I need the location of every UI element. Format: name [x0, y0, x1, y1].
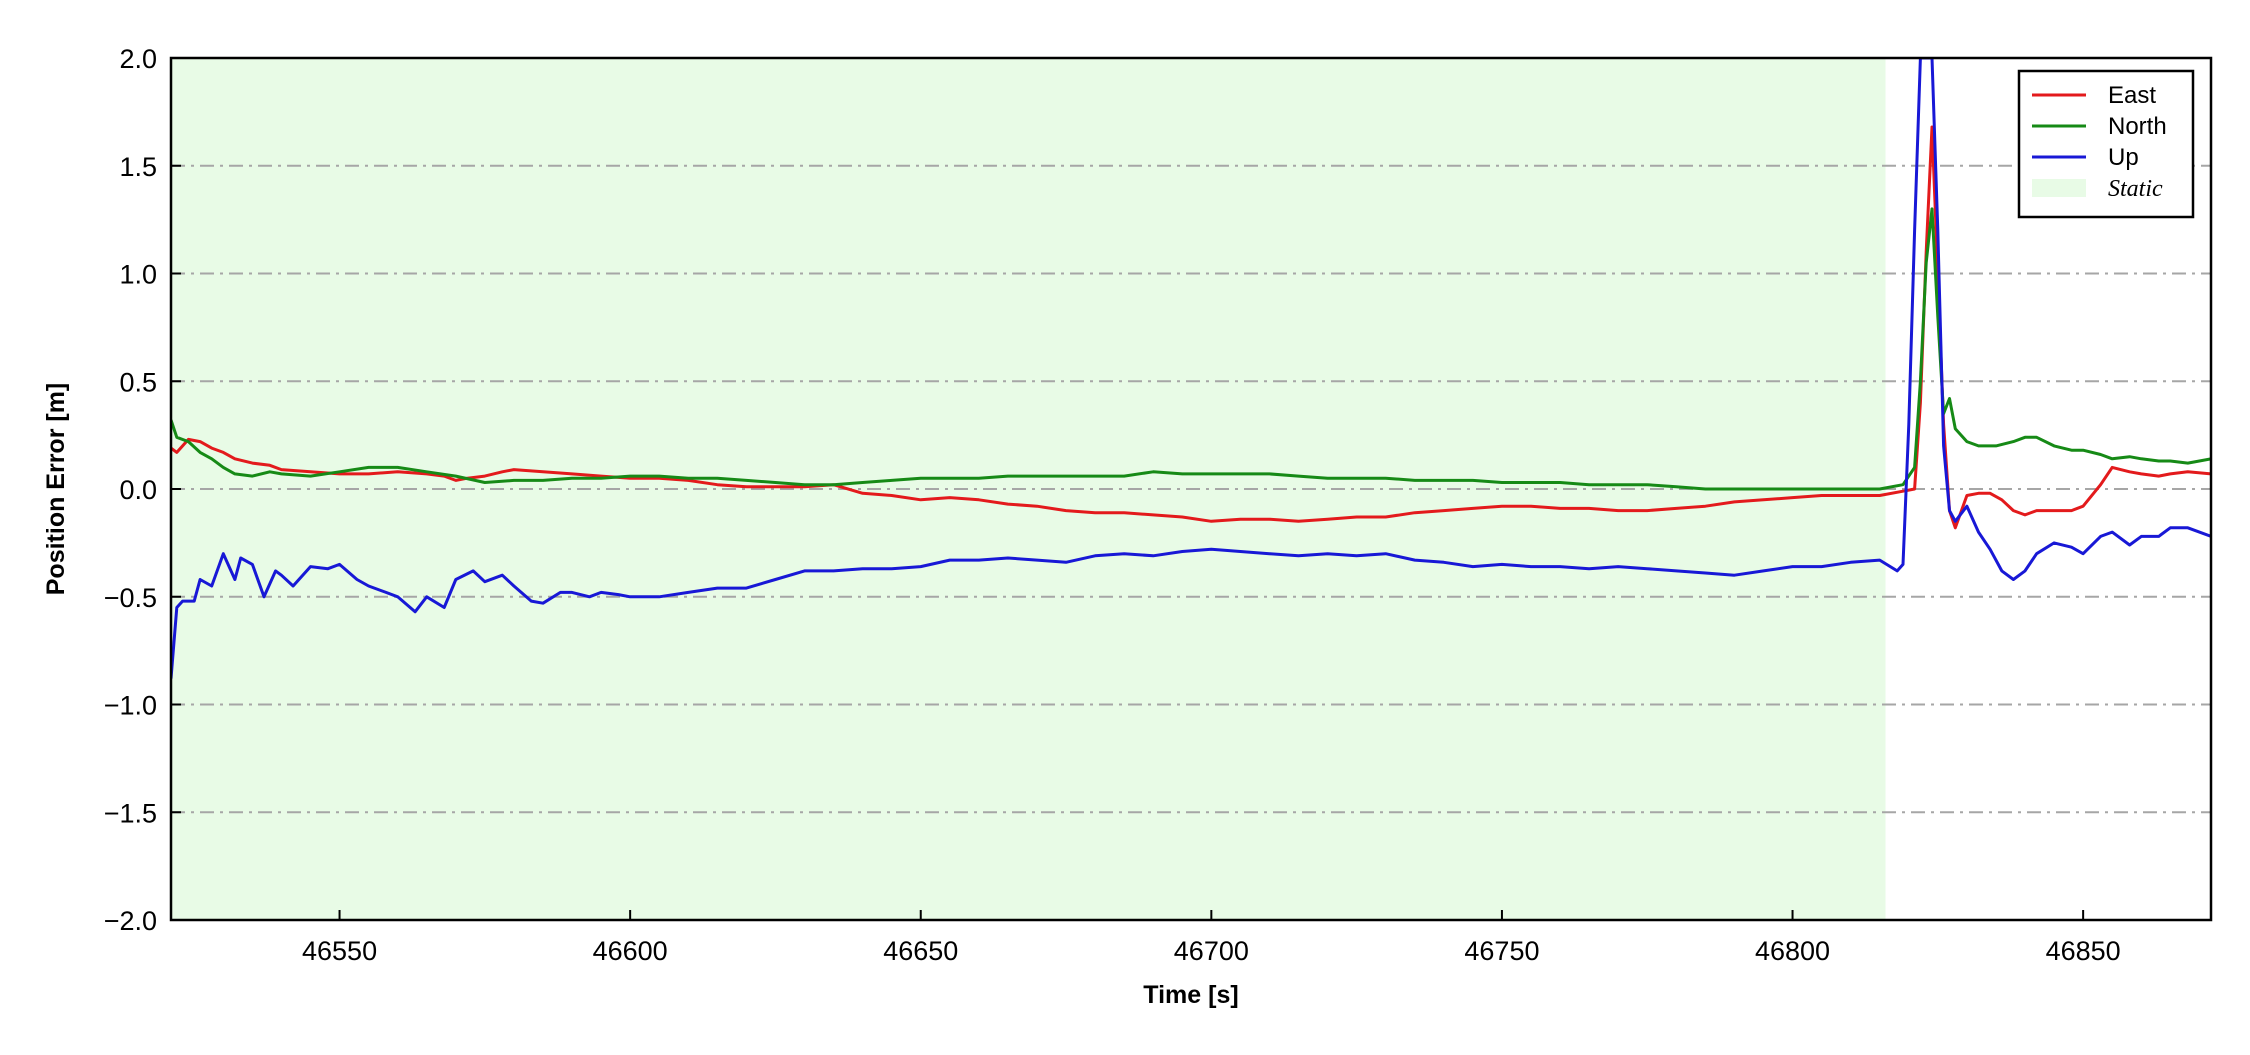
- legend-label-up: Up: [2108, 144, 2139, 171]
- legend-swatch-static: [2032, 179, 2086, 197]
- legend-label-east: East: [2108, 82, 2156, 109]
- x-tick-label-0: 46550: [302, 936, 377, 966]
- x-tick-label-6: 46850: [2046, 936, 2121, 966]
- y-tick-label-4: 0.0: [119, 475, 157, 505]
- series-line-up: [171, 58, 2211, 679]
- series-line-east: [171, 125, 2211, 530]
- legend: East North Up Static: [2017, 69, 2195, 219]
- y-tick-label-7: 1.5: [119, 152, 157, 182]
- gridlines: [171, 164, 2211, 814]
- y-axis-title: Position Error [m]: [42, 383, 70, 596]
- y-tick-label-6: 1.0: [119, 260, 157, 290]
- y-tick-label-8: 2.0: [119, 44, 157, 74]
- y-tick-label-5: 0.5: [119, 367, 157, 397]
- x-tick-label-2: 46650: [883, 936, 958, 966]
- y-tick-label-2: −1.0: [104, 691, 157, 721]
- legend-label-static: Static: [2108, 176, 2163, 202]
- series-layer: [171, 58, 2211, 679]
- y-tick-label-3: −0.5: [104, 583, 157, 613]
- x-tick-label-1: 46600: [593, 936, 668, 966]
- y-tick-label-1: −1.5: [104, 798, 157, 828]
- series-line-north: [171, 207, 2211, 491]
- y-tick-label-0: −2.0: [104, 906, 157, 936]
- axis-ticks: 46550 46600 46650 46700 46750 46800 46850 −2.0 −…: [104, 44, 2121, 966]
- x-tick-label-5: 46800: [1755, 936, 1830, 966]
- x-tick-label-4: 46750: [1464, 936, 1539, 966]
- x-tick-label-3: 46700: [1174, 936, 1249, 966]
- x-axis-title: Time [s]: [1143, 981, 1238, 1009]
- legend-label-north: North: [2108, 113, 2167, 140]
